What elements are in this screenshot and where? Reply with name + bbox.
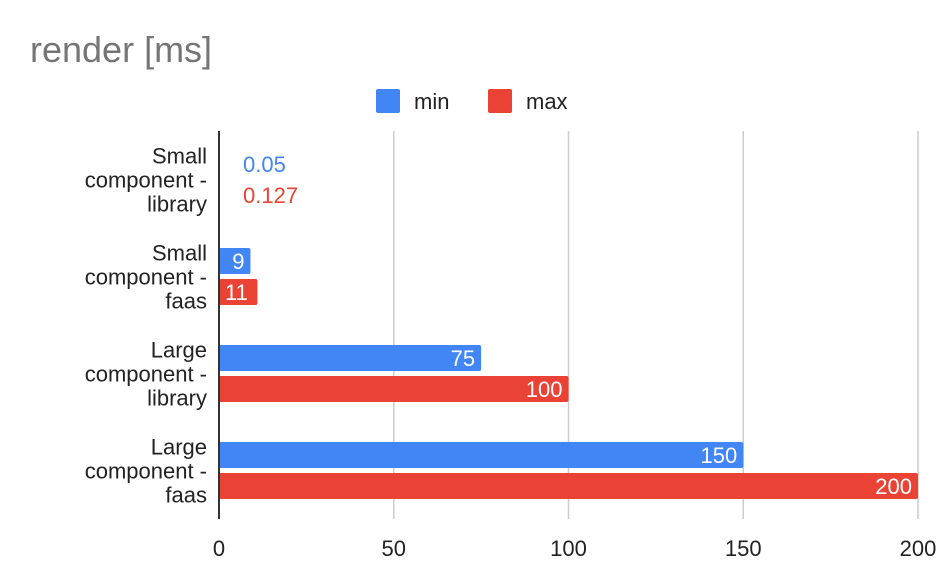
category-label: Large [151, 338, 207, 363]
bar-series: 0.05 0.127 9 11 75 100 150 200 [219, 151, 918, 499]
legend-label-min: min [414, 89, 449, 114]
x-tick-label: 100 [550, 536, 587, 561]
x-tick-label: 50 [382, 536, 406, 561]
bar-value-label: 0.05 [243, 152, 286, 177]
legend-label-max: max [526, 89, 568, 114]
bar-value-label: 11 [225, 280, 248, 305]
category-label: Small [152, 144, 207, 169]
bar-value-label: 150 [701, 443, 738, 468]
bar-value-label: 75 [451, 346, 475, 371]
bar-min [219, 248, 251, 274]
legend-swatch-max [488, 89, 512, 113]
category-label: faas [165, 483, 207, 508]
category-label: library [147, 386, 207, 411]
legend-swatch-min [376, 89, 400, 113]
x-axis-tick-labels: 0 50 100 150 200 [213, 536, 936, 561]
x-tick-label: 0 [213, 536, 225, 561]
category-label: Large [151, 435, 207, 460]
bar-value-label: 9 [232, 249, 244, 274]
bar-value-label: 100 [526, 377, 563, 402]
bar-value-label: 0.127 [243, 183, 298, 208]
bar-max [219, 473, 918, 499]
chart-legend: min max [376, 89, 568, 114]
x-tick-label: 150 [725, 536, 762, 561]
x-tick-label: 200 [900, 536, 937, 561]
bar-value-label: 200 [875, 474, 912, 499]
chart-title: render [ms] [30, 29, 212, 70]
category-label: component - [85, 459, 207, 484]
bar-min [219, 442, 744, 468]
bar-max [219, 279, 258, 305]
category-label: component - [85, 362, 207, 387]
bar-max [219, 376, 569, 402]
category-label: component - [85, 265, 207, 290]
category-label: faas [165, 289, 207, 314]
bar-min [219, 345, 482, 371]
category-label: Small [152, 241, 207, 266]
category-label: library [147, 192, 207, 217]
category-label: component - [85, 168, 207, 193]
